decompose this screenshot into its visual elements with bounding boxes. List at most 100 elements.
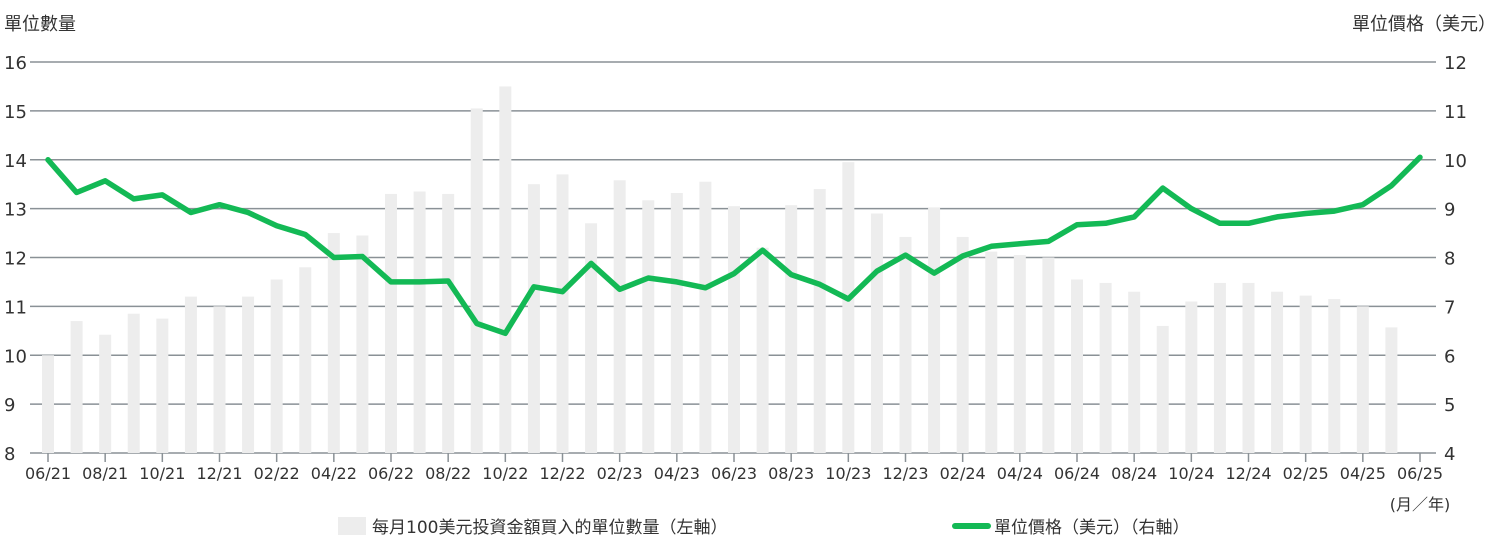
- bar: [957, 237, 969, 453]
- legend-bar-label: 每月100美元投資金額買入的單位數量（左軸）: [372, 518, 727, 538]
- x-tick-label: 06/23: [711, 464, 757, 483]
- bar: [585, 223, 597, 453]
- bar: [1214, 283, 1226, 453]
- bar: [1300, 296, 1312, 453]
- bar: [356, 236, 368, 453]
- bar: [757, 248, 769, 453]
- left-tick-label: 11: [4, 297, 27, 318]
- bar: [385, 194, 397, 453]
- x-tick-label: 12/21: [196, 464, 242, 483]
- bar: [328, 233, 340, 453]
- right-tick-label: 5: [1444, 395, 1455, 416]
- right-tick-label: 4: [1444, 444, 1455, 465]
- right-tick-label: 7: [1444, 297, 1455, 318]
- x-tick-label: 04/22: [311, 464, 357, 483]
- bar: [814, 189, 826, 453]
- bar: [614, 180, 626, 453]
- bar: [471, 108, 483, 453]
- bar: [1014, 255, 1026, 453]
- x-tick-label: 04/24: [997, 464, 1043, 483]
- left-tick-label: 14: [4, 151, 27, 172]
- bar: [728, 206, 740, 453]
- left-axis-title: 單位數量: [4, 14, 76, 35]
- bar: [1185, 301, 1197, 453]
- right-tick-label: 12: [1444, 53, 1467, 74]
- left-tick-label: 9: [4, 395, 15, 416]
- bar: [842, 162, 854, 453]
- bar: [242, 297, 254, 453]
- x-tick-label: 06/25: [1397, 464, 1443, 483]
- x-tick-label: 08/21: [82, 464, 128, 483]
- bar: [99, 335, 111, 453]
- bar: [1243, 283, 1255, 453]
- bar: [785, 205, 797, 453]
- bar: [1357, 306, 1369, 453]
- bar: [499, 86, 511, 453]
- left-tick-label: 13: [4, 200, 27, 221]
- legend: 每月100美元投資金額買入的單位數量（左軸） 單位價格（美元）（右軸）: [338, 517, 1190, 538]
- x-tick-label: 08/22: [425, 464, 471, 483]
- bar: [528, 184, 540, 453]
- bar: [900, 237, 912, 453]
- bar: [985, 252, 997, 453]
- legend-line-label: 單位價格（美元）（右軸）: [994, 518, 1190, 538]
- x-tick-label: 10/23: [825, 464, 871, 483]
- bar: [1042, 258, 1054, 454]
- bar: [156, 319, 168, 453]
- bar: [299, 267, 311, 453]
- x-tick-label: 04/25: [1340, 464, 1386, 483]
- bar: [1385, 327, 1397, 453]
- bar: [557, 174, 569, 453]
- bar: [71, 321, 83, 453]
- x-tick-label: 04/23: [654, 464, 700, 483]
- bar: [928, 208, 940, 453]
- x-tick-label: 06/24: [1054, 464, 1100, 483]
- left-tick-label: 8: [4, 444, 15, 465]
- left-tick-label: 10: [4, 346, 27, 367]
- bar: [185, 297, 197, 453]
- bar-series: [42, 86, 1397, 453]
- bar: [214, 306, 226, 453]
- right-tick-label: 8: [1444, 249, 1455, 270]
- bar: [699, 182, 711, 453]
- bar: [1071, 279, 1083, 453]
- right-axis-title: 單位價格（美元）: [1352, 14, 1496, 35]
- x-tick-label: 10/22: [482, 464, 528, 483]
- x-tick-label: 12/24: [1225, 464, 1271, 483]
- bar: [1100, 283, 1112, 453]
- bar: [1271, 292, 1283, 453]
- bar: [1128, 292, 1140, 453]
- x-tick-label: 06/22: [368, 464, 414, 483]
- x-tick-label: 10/21: [139, 464, 185, 483]
- bar: [271, 279, 283, 453]
- x-tick-label: 12/22: [539, 464, 585, 483]
- bar: [42, 355, 54, 453]
- bar: [442, 194, 454, 453]
- bar: [871, 214, 883, 453]
- legend-bar-swatch: [338, 517, 366, 535]
- x-tick-label: 12/23: [882, 464, 928, 483]
- right-tick-label: 10: [1444, 151, 1467, 172]
- x-tick-label: 08/23: [768, 464, 814, 483]
- right-tick-label: 11: [1444, 102, 1467, 123]
- left-tick-label: 16: [4, 53, 27, 74]
- x-tick-label: 02/23: [597, 464, 643, 483]
- x-tick-label: 06/21: [25, 464, 71, 483]
- left-tick-label: 12: [4, 249, 27, 270]
- x-tick-label: 02/22: [254, 464, 300, 483]
- bar: [1157, 326, 1169, 453]
- x-tick-label: 08/24: [1111, 464, 1157, 483]
- bar: [642, 200, 654, 453]
- x-unit-label: (月／年): [1390, 495, 1451, 514]
- x-tick-label: 10/24: [1168, 464, 1214, 483]
- right-tick-label: 6: [1444, 346, 1455, 367]
- left-tick-label: 15: [4, 102, 27, 123]
- x-tick-label: 02/25: [1283, 464, 1329, 483]
- right-tick-label: 9: [1444, 200, 1455, 221]
- bar: [671, 193, 683, 453]
- bar: [414, 192, 426, 453]
- bar: [1328, 299, 1340, 453]
- x-tick-label: 02/24: [940, 464, 986, 483]
- bar: [128, 314, 140, 453]
